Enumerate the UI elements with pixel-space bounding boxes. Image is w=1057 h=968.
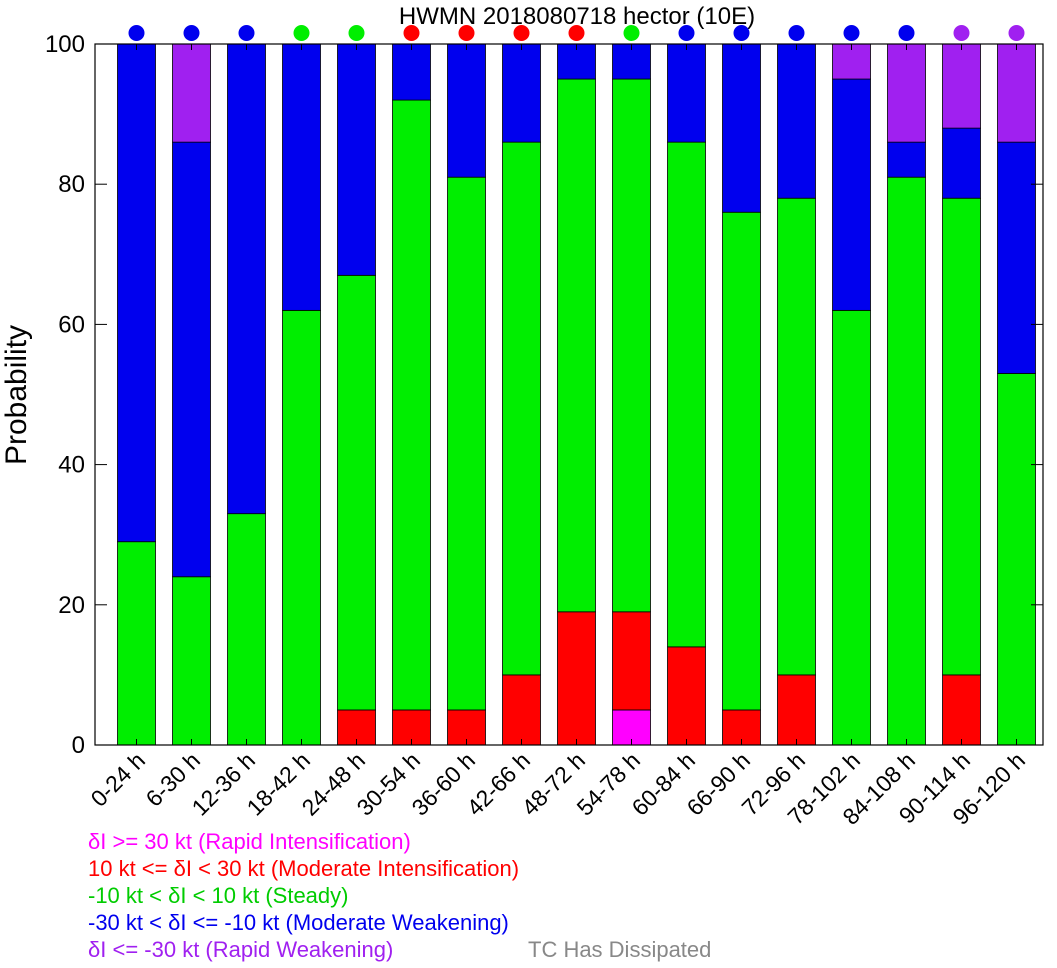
legend-tc-dissipated: TC Has Dissipated: [528, 937, 712, 962]
bar-segment-10-3: [667, 43, 706, 143]
bar-segment-9-1: [612, 611, 651, 711]
bar-segment-4-3: [337, 43, 376, 276]
bar-segment-3-3: [282, 43, 321, 311]
category-marker-2: [238, 25, 255, 41]
plot-frame: [94, 43, 1044, 746]
bar-segment-7-2: [502, 141, 541, 676]
bar-segment-11-2: [722, 211, 761, 711]
bar-segment-10-2: [667, 141, 706, 648]
legend-rapid-weakening: δI <= -30 kt (Rapid Weakening): [88, 937, 394, 962]
category-marker-5: [403, 25, 420, 41]
bar-segment-15-4: [942, 43, 981, 129]
bar-segment-1-3: [172, 141, 211, 578]
category-marker-11: [733, 25, 750, 41]
bar-segment-1-4: [172, 43, 211, 143]
bar-segment-15-3: [942, 127, 981, 199]
bar-segment-5-2: [392, 99, 431, 711]
y-tick-label-1: 20: [58, 592, 85, 619]
bar-segment-7-1: [502, 674, 541, 746]
bar-segment-10-1: [667, 646, 706, 746]
bars-layer: [117, 43, 1036, 746]
category-marker-16: [1008, 25, 1025, 41]
category-marker-7: [513, 25, 530, 41]
category-markers: [128, 25, 1025, 41]
bar-segment-15-2: [942, 197, 981, 676]
bar-segment-8-2: [557, 78, 596, 613]
category-marker-4: [348, 25, 365, 41]
category-marker-10: [678, 25, 695, 41]
bar-segment-4-2: [337, 274, 376, 711]
y-tick-label-2: 40: [58, 452, 85, 479]
category-marker-0: [128, 25, 145, 41]
y-tick-label-3: 60: [58, 311, 85, 338]
legend-moderate-weakening: -30 kt < δI <= -10 kt (Moderate Weakenin…: [88, 910, 509, 935]
category-marker-1: [183, 25, 200, 41]
bar-segment-14-3: [887, 141, 926, 178]
bar-segment-12-2: [777, 197, 816, 676]
bar-segment-6-2: [447, 176, 486, 711]
category-marker-15: [953, 25, 970, 41]
category-marker-13: [843, 25, 860, 41]
bar-segment-8-3: [557, 43, 596, 80]
category-marker-12: [788, 25, 805, 41]
bar-segment-9-2: [612, 78, 651, 613]
y-tick-label-0: 0: [72, 732, 85, 759]
category-marker-9: [623, 25, 640, 41]
bar-segment-1-2: [172, 576, 211, 746]
bar-segment-16-2: [997, 373, 1036, 746]
y-tick-label-5: 100: [45, 31, 85, 58]
bar-segment-9-3: [612, 43, 651, 80]
bar-segment-0-3: [117, 43, 156, 543]
legend-steady: -10 kt < δI < 10 kt (Steady): [88, 883, 349, 908]
bar-segment-2-3: [227, 43, 266, 515]
bar-segment-6-3: [447, 43, 486, 178]
bar-segment-7-3: [502, 43, 541, 143]
bar-segment-15-1: [942, 674, 981, 746]
legend-moderate-intensification: 10 kt <= δI < 30 kt (Moderate Intensific…: [88, 856, 520, 881]
bar-segment-12-1: [777, 674, 816, 746]
bar-segment-13-2: [832, 309, 871, 746]
bar-segment-13-3: [832, 78, 871, 311]
y-axis-label: Probability: [0, 325, 33, 465]
bar-segment-14-4: [887, 43, 926, 143]
x-tick-label-0: 0-24 h: [86, 747, 151, 812]
category-marker-6: [458, 25, 475, 41]
legend-rapid-intensification: δI >= 30 kt (Rapid Intensification): [88, 829, 411, 854]
bar-segment-14-2: [887, 176, 926, 746]
category-marker-3: [293, 25, 310, 41]
category-marker-14: [898, 25, 915, 41]
bar-segment-16-4: [997, 43, 1036, 143]
bar-segment-8-1: [557, 611, 596, 746]
bar-segment-2-2: [227, 513, 266, 746]
bar-segment-12-3: [777, 43, 816, 199]
bar-segment-11-3: [722, 43, 761, 213]
category-marker-8: [568, 25, 585, 41]
bar-segment-0-2: [117, 541, 156, 746]
bar-segment-16-3: [997, 141, 1036, 374]
y-tick-label-4: 80: [58, 171, 85, 198]
bar-segment-5-3: [392, 43, 431, 101]
bar-segment-3-2: [282, 309, 321, 746]
